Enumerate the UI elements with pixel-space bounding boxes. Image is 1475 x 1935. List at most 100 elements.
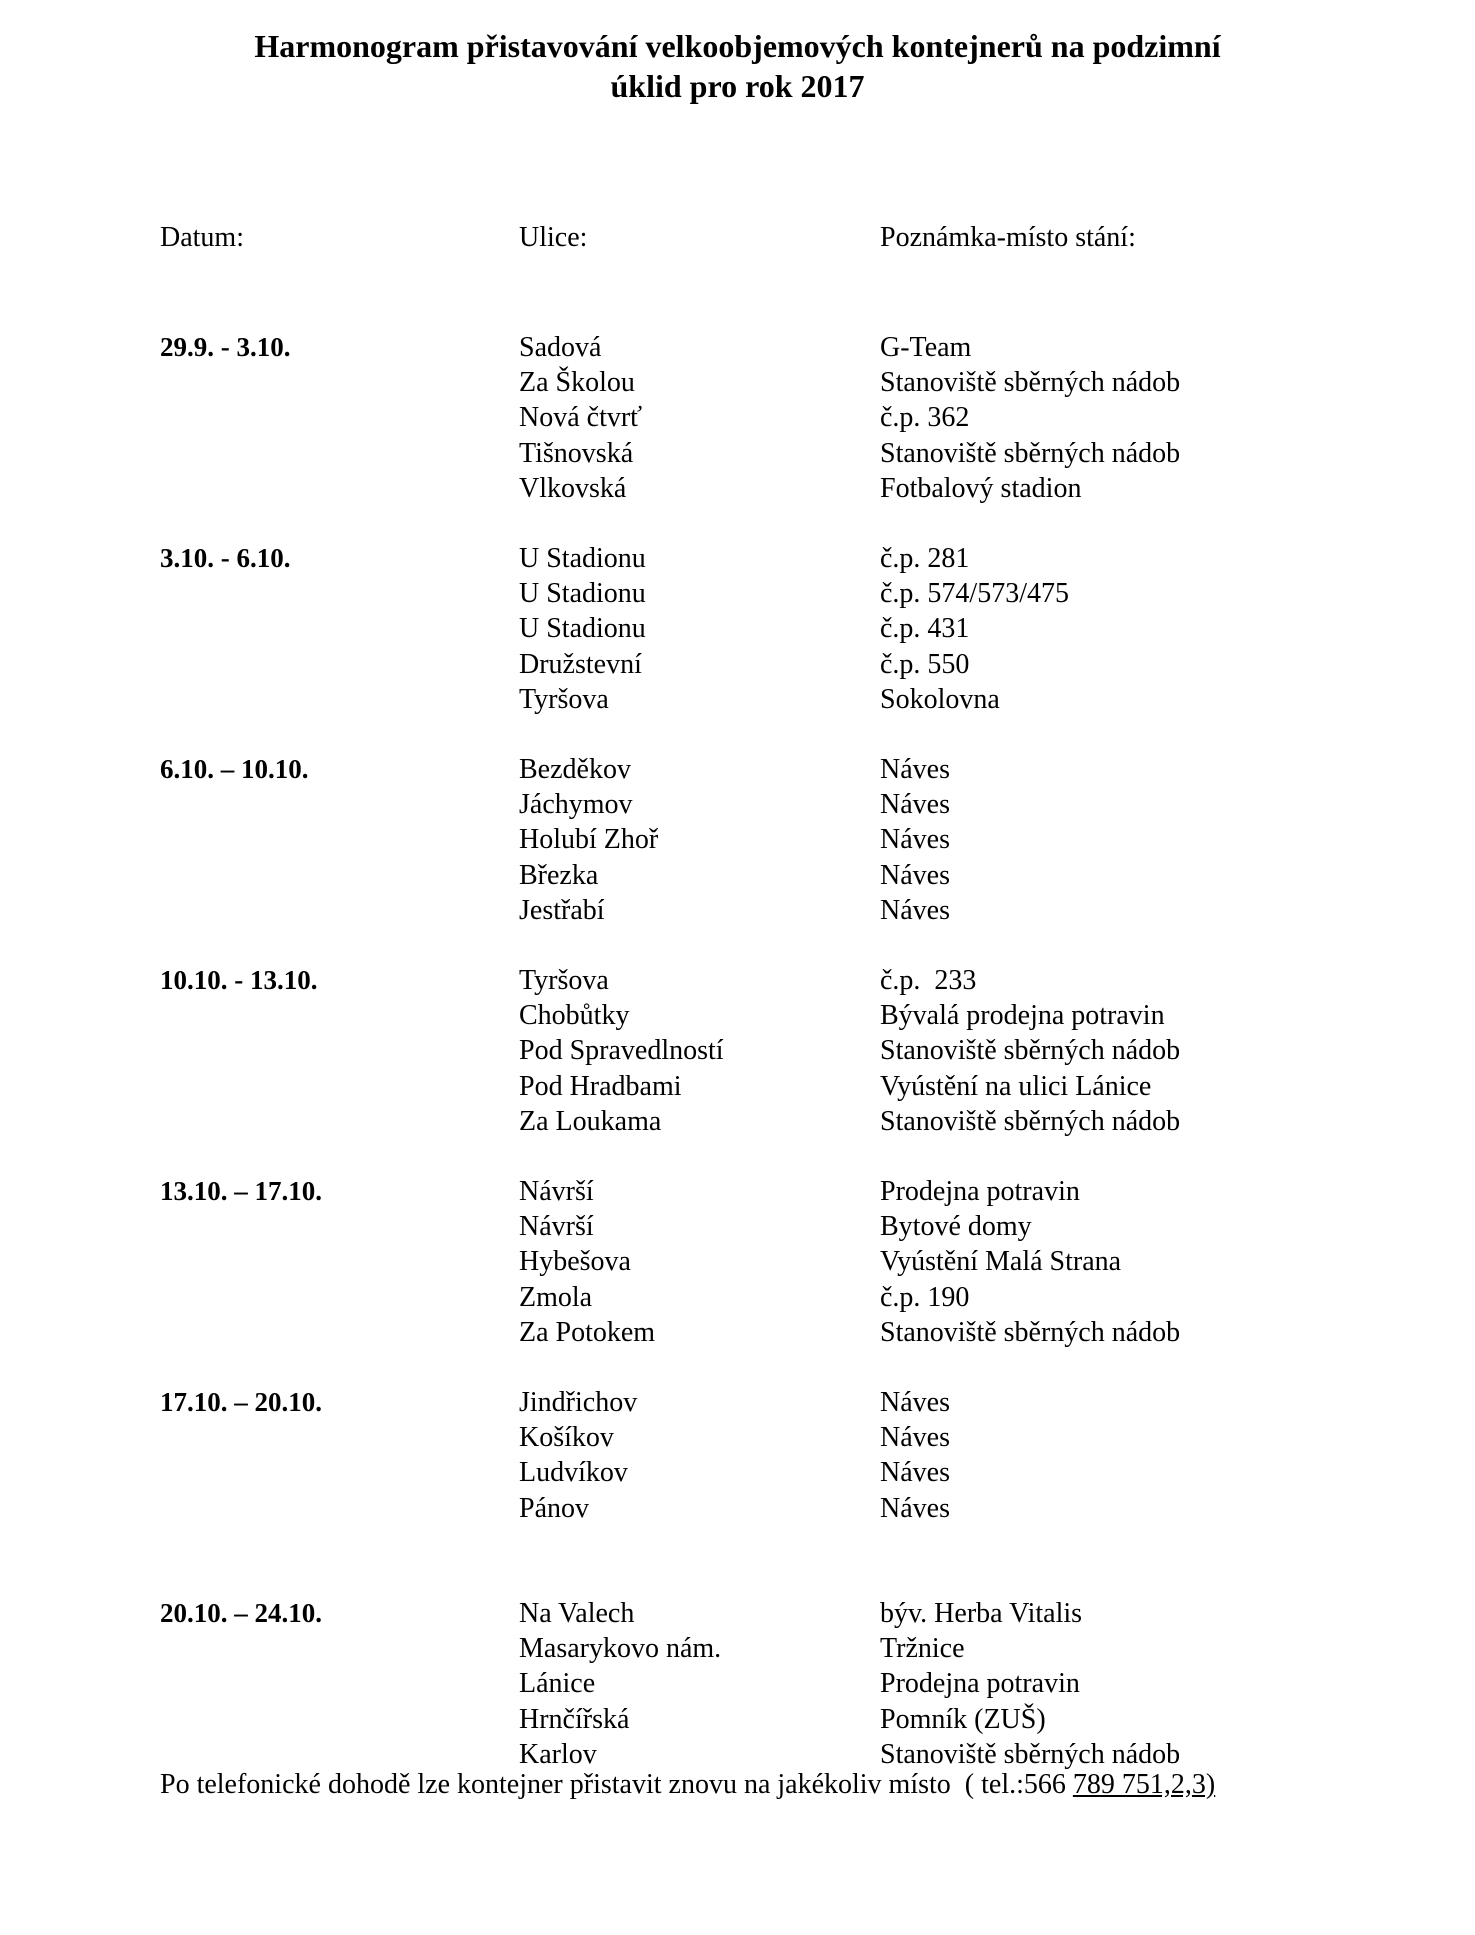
schedule-group: 10.10. - 13.10. Tyršova č.p. 233 Chobůtky Bý… <box>0 963 1475 1174</box>
location-note: Bývalá prodejna potravin <box>880 1000 1165 1032</box>
group-date: 3.10. - 6.10. <box>160 543 291 573</box>
street-name: Nová čtvrť <box>519 402 643 434</box>
street-name: U Stadionu <box>519 578 646 610</box>
schedule-group: 17.10. – 20.10. Jindřichov Náves Košíkov Náv… <box>0 1385 1475 1596</box>
street-name: Tišnovská <box>519 437 634 469</box>
street-name: Holubí Zhoř <box>519 824 659 856</box>
table-row: Pod Hradbami Vyústění na ulici Lánice <box>0 1069 1475 1104</box>
schedule-group: 20.10. – 24.10. Na Valech býv. Herba Vital… <box>0 1596 1475 1807</box>
schedule-group: 13.10. – 17.10. Návrší Prodejna potravin Ná… <box>0 1174 1475 1385</box>
location-note: č.p. 550 <box>880 648 970 680</box>
street-name: Pánov <box>519 1492 589 1524</box>
header-date: Datum: <box>160 222 244 253</box>
title-line-1: Harmonogram přistavování velkoobjemových… <box>254 28 1221 64</box>
location-note: G-Team <box>880 332 972 363</box>
location-note: Náves <box>880 754 950 785</box>
location-note: Náves <box>880 894 950 926</box>
street-name: Pod Spravedlností <box>519 1035 724 1067</box>
location-note: Tržnice <box>880 1633 965 1665</box>
table-row: Za Školou Stanoviště sběrných nádob <box>0 365 1475 400</box>
table-row: Vlkovská Fotbalový stadion <box>0 471 1475 506</box>
street-name: Masarykovo nám. <box>519 1633 722 1665</box>
street-name: Březka <box>519 859 599 891</box>
table-row: Tyršova č.p. 233 <box>0 963 1475 998</box>
street-name: Košíkov <box>519 1422 614 1454</box>
location-note: býv. Herba Vitalis <box>880 1598 1083 1629</box>
street-name: Na Valech <box>519 1598 635 1629</box>
table-row: Návrší Bytové domy <box>0 1209 1475 1244</box>
location-note: Pomník (ZUŠ) <box>880 1703 1046 1735</box>
table-row: Zmola č.p. 190 <box>0 1280 1475 1315</box>
table-row: Karlov Stanoviště sběrných nádob <box>0 1737 1475 1772</box>
location-note: Vyústění na ulici Lánice <box>880 1070 1152 1102</box>
location-note: Náves <box>880 789 950 821</box>
table-row: Návrší Prodejna potravin <box>0 1174 1475 1209</box>
street-name: Lánice <box>519 1668 596 1700</box>
group-date: 10.10. - 13.10. <box>160 965 318 995</box>
street-name: Zmola <box>519 1281 593 1313</box>
table-row: Košíkov Náves <box>0 1420 1475 1455</box>
table-row: Jindřichov Náves <box>0 1385 1475 1420</box>
location-note: Náves <box>880 859 950 891</box>
document-title: Harmonogram přistavování velkoobjemových… <box>0 26 1475 106</box>
street-name: Karlov <box>519 1738 597 1770</box>
table-row: Na Valech býv. Herba Vitalis <box>0 1596 1475 1631</box>
table-row: U Stadionu č.p. 281 <box>0 541 1475 576</box>
footer-text: Po telefonické dohodě lze kontejner přis… <box>160 1769 1073 1800</box>
table-row: Družstevní č.p. 550 <box>0 647 1475 682</box>
group-date: 20.10. – 24.10. <box>160 1598 322 1628</box>
table-row: Nová čtvrť č.p. 362 <box>0 400 1475 435</box>
table-row: Pánov Náves <box>0 1491 1475 1526</box>
street-name: Hrnčířská <box>519 1703 630 1735</box>
location-note: Bytové domy <box>880 1211 1032 1243</box>
footer-note: Po telefonické dohodě lze kontejner přis… <box>160 1767 1215 1803</box>
table-row: Bezděkov Náves <box>0 752 1475 787</box>
group-date: 17.10. – 20.10. <box>160 1387 322 1417</box>
group-date: 6.10. – 10.10. <box>160 754 309 784</box>
table-row: Za Potokem Stanoviště sběrných nádob <box>0 1315 1475 1350</box>
street-name: Návrší <box>519 1211 594 1243</box>
location-note: Stanoviště sběrných nádob <box>880 1105 1181 1137</box>
location-note: Náves <box>880 824 950 856</box>
location-note: Sokolovna <box>880 683 1000 715</box>
location-note: č.p. 431 <box>880 613 970 645</box>
location-note: č.p. 362 <box>880 402 970 434</box>
street-name: Družstevní <box>519 648 642 680</box>
table-row: Holubí Zhoř Náves <box>0 822 1475 857</box>
street-name: Za Loukama <box>519 1105 662 1137</box>
street-name: Návrší <box>519 1176 594 1207</box>
header-note: Poznámka-místo stání: <box>880 222 1136 253</box>
location-note: č.p. 233 <box>880 965 977 996</box>
location-note: Stanoviště sběrných nádob <box>880 367 1181 399</box>
street-name: Ludvíkov <box>519 1457 628 1489</box>
table-row: Hybešova Vyústění Malá Strana <box>0 1244 1475 1279</box>
table-row: Jestřabí Náves <box>0 893 1475 928</box>
street-name: U Stadionu <box>519 543 646 574</box>
table-row: U Stadionu č.p. 574/573/475 <box>0 576 1475 611</box>
table-row: Sadová G-Team <box>0 330 1475 365</box>
street-name: Tyršova <box>519 683 609 715</box>
street-name: Za Potokem <box>519 1316 656 1348</box>
street-name: Jestřabí <box>519 894 605 926</box>
table-row: Březka Náves <box>0 858 1475 893</box>
table-row: Za Loukama Stanoviště sběrných nádob <box>0 1104 1475 1139</box>
schedule-group: 3.10. - 6.10. U Stadionu č.p. 281 U Stadion… <box>0 541 1475 752</box>
street-name: Pod Hradbami <box>519 1070 682 1102</box>
table-row: Tyršova Sokolovna <box>0 682 1475 717</box>
header-street: Ulice: <box>519 222 588 253</box>
location-note: Stanoviště sběrných nádob <box>880 1035 1181 1067</box>
location-note: Vyústění Malá Strana <box>880 1246 1122 1278</box>
street-name: Jáchymov <box>519 789 633 821</box>
street-name: U Stadionu <box>519 613 646 645</box>
table-row: Masarykovo nám. Tržnice <box>0 1631 1475 1666</box>
table-row: Pod Spravedlností Stanoviště sběrných nád… <box>0 1033 1475 1068</box>
location-note: Náves <box>880 1387 950 1418</box>
location-note: Náves <box>880 1457 950 1489</box>
street-name: Jindřichov <box>519 1387 638 1418</box>
table-row: Ludvíkov Náves <box>0 1455 1475 1490</box>
title-line-2: úklid pro rok 2017 <box>610 68 865 104</box>
location-note: Náves <box>880 1492 950 1524</box>
location-note: Fotbalový stadion <box>880 472 1082 504</box>
street-name: Hybešova <box>519 1246 631 1278</box>
street-name: Sadová <box>519 332 602 363</box>
